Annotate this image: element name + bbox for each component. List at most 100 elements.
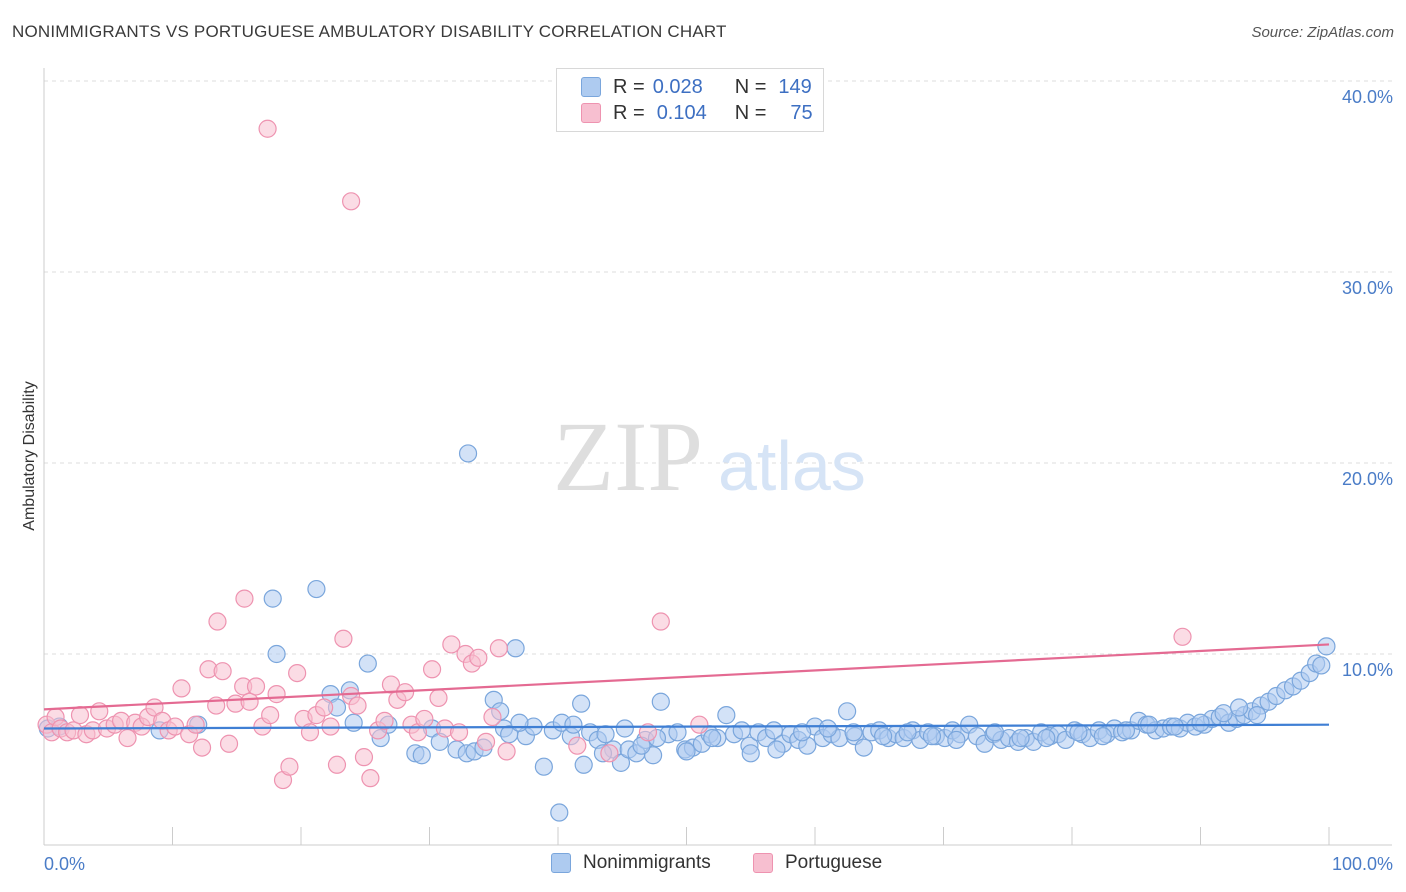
data-point <box>348 696 367 715</box>
bottom-legend-nonimmigrants: Nonimmigrants <box>551 852 711 874</box>
data-point <box>240 692 259 711</box>
data-point <box>741 744 760 763</box>
data-point <box>947 730 966 750</box>
y-tick-label: 40.0% <box>1342 87 1393 107</box>
data-point <box>690 715 709 734</box>
data-point <box>415 709 434 729</box>
data-point <box>70 706 90 725</box>
data-point <box>280 757 299 776</box>
y-tick-label: 30.0% <box>1342 278 1393 298</box>
data-point <box>361 769 380 788</box>
data-point <box>334 629 353 648</box>
data-point <box>412 746 431 765</box>
data-point <box>246 677 266 696</box>
data-point <box>1093 727 1112 746</box>
data-point <box>165 717 185 736</box>
data-point <box>213 662 232 681</box>
data-point <box>638 723 658 742</box>
watermark: ZIP atlas <box>553 401 866 512</box>
series-portuguese-points <box>37 119 1192 790</box>
data-point <box>874 727 893 746</box>
x-tick-label: 100.0% <box>1332 854 1393 874</box>
data-point <box>172 679 191 698</box>
trend-line-nonimmigrants <box>43 723 1330 730</box>
legend-row-nonimmigrants: R = 0.028 N = 149 <box>581 75 812 99</box>
legend-r-value-nonimmigrants: 0.028 <box>652 75 703 98</box>
data-point <box>1229 698 1249 717</box>
trend-line-portuguese <box>43 643 1330 711</box>
data-point <box>219 734 239 753</box>
data-point <box>651 612 670 631</box>
data-point <box>1317 637 1336 656</box>
data-point <box>327 755 347 774</box>
x-tick-labels: 0.0% 100.0% <box>44 854 1393 874</box>
data-point <box>344 713 363 732</box>
data-point <box>1191 713 1210 732</box>
data-point <box>844 723 863 742</box>
data-point <box>596 725 615 744</box>
data-point <box>307 579 326 599</box>
data-point <box>458 444 478 463</box>
data-point <box>429 688 448 708</box>
data-point <box>1173 627 1192 646</box>
data-point <box>263 589 282 608</box>
axes <box>43 68 1392 846</box>
data-point <box>550 803 569 822</box>
data-point <box>818 719 837 738</box>
data-point <box>572 694 591 713</box>
data-point <box>235 589 254 608</box>
legend-r-value-portuguese: 0.104 <box>656 101 707 124</box>
data-point <box>1312 656 1331 675</box>
y-axis-label: Ambulatory Disability <box>21 381 38 530</box>
data-point <box>354 748 374 767</box>
bottom-legend-swatch-portuguese <box>753 853 773 873</box>
data-point <box>381 675 401 694</box>
data-point <box>469 648 488 667</box>
data-point <box>483 707 502 727</box>
data-point <box>186 715 205 734</box>
legend-swatch-nonimmigrants <box>581 77 601 97</box>
data-point <box>442 635 461 654</box>
data-point <box>476 732 496 751</box>
data-point <box>1247 706 1267 725</box>
data-point <box>703 728 722 748</box>
trend-lines <box>43 643 1330 730</box>
grid-lines <box>44 80 1392 655</box>
data-point <box>1037 728 1056 748</box>
data-point <box>922 727 942 746</box>
data-point <box>267 644 286 664</box>
legend-n-label: N = <box>734 75 767 98</box>
data-point <box>1069 723 1088 742</box>
data-point <box>600 744 619 763</box>
legend-box: R = 0.028 N = 149 R = 0.104 N = 75 <box>556 68 824 132</box>
data-point <box>677 742 696 761</box>
data-point <box>838 702 857 721</box>
data-point <box>985 723 1005 742</box>
data-point <box>568 736 587 755</box>
data-point <box>192 738 212 757</box>
chart-title: NONIMMIGRANTS VS PORTUGUESE AMBULATORY D… <box>12 22 727 41</box>
data-point <box>497 742 516 761</box>
data-point <box>1011 728 1030 748</box>
data-point <box>574 755 593 774</box>
data-point <box>1165 717 1184 736</box>
data-point <box>793 723 812 742</box>
bottom-legend-swatch-nonimmigrants <box>551 853 571 873</box>
source-label: Source: ZipAtlas.com <box>1251 24 1394 41</box>
bottom-legend-label-portuguese: Portuguese <box>785 852 883 873</box>
x-tick-label: 0.0% <box>44 854 85 874</box>
data-point <box>288 663 307 683</box>
data-point <box>732 721 751 740</box>
legend-row-portuguese: R = 0.104 N = 75 <box>581 101 813 125</box>
data-point <box>717 706 736 725</box>
bottom-legend-portuguese: Portuguese <box>753 852 882 874</box>
data-point <box>375 711 394 730</box>
data-point <box>261 706 280 725</box>
data-point <box>898 723 917 742</box>
bottom-legend-label-nonimmigrants: Nonimmigrants <box>583 852 711 873</box>
data-point <box>208 612 227 631</box>
data-point <box>489 639 508 658</box>
legend-n-value-nonimmigrants: 149 <box>778 75 812 98</box>
data-point <box>668 723 687 742</box>
